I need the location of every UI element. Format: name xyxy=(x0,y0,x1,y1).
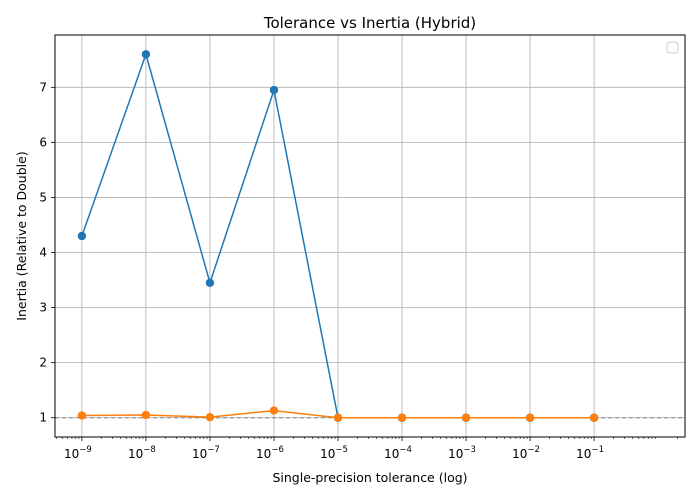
y-tick-label: 2 xyxy=(39,356,47,370)
x-tick-label: 10−7 xyxy=(192,445,220,461)
x-tick-label: 10−8 xyxy=(128,445,156,461)
data-point xyxy=(269,85,279,95)
data-point xyxy=(141,410,151,420)
x-tick-label: 10−6 xyxy=(256,445,284,461)
ticks-group: 10−9 10−8 10−7 10−6 10−5 10−4 10−3 10−2 10−1 1 2 3 4… xyxy=(39,80,678,461)
y-tick-label: 6 xyxy=(39,135,47,149)
data-point xyxy=(525,413,535,422)
y-tick-label: 7 xyxy=(39,80,47,94)
y-tick-label: 1 xyxy=(39,411,47,425)
data-point xyxy=(589,413,599,422)
data-point xyxy=(141,50,151,59)
y-tick-label: 4 xyxy=(39,246,47,260)
x-tick-label: 10−4 xyxy=(384,445,412,461)
y-tick-label: 5 xyxy=(39,190,47,204)
y-tick-label: 3 xyxy=(39,301,47,315)
x-axis-label: Single-precision tolerance (log) xyxy=(272,470,467,485)
data-point xyxy=(205,278,215,288)
data-point xyxy=(77,231,87,241)
data-point xyxy=(461,413,471,422)
series-2 xyxy=(77,406,599,422)
y-axis-label: Inertia (Relative to Double) xyxy=(14,151,29,320)
axes-frame xyxy=(54,34,686,438)
data-point xyxy=(269,406,279,415)
data-point xyxy=(333,413,343,422)
x-tick-label: 10−5 xyxy=(320,445,348,461)
x-tick-label: 10−3 xyxy=(448,445,476,461)
x-tick-label: 10−2 xyxy=(512,445,540,461)
series-group xyxy=(77,50,599,422)
data-point xyxy=(397,413,407,422)
x-tick-label: 10−9 xyxy=(64,445,92,461)
x-tick-label: 10−1 xyxy=(576,445,604,461)
chart-title: Tolerance vs Inertia (Hybrid) xyxy=(263,14,476,32)
legend xyxy=(666,41,679,54)
data-point xyxy=(205,412,215,422)
grid-lines xyxy=(55,35,685,437)
data-point xyxy=(77,411,87,420)
